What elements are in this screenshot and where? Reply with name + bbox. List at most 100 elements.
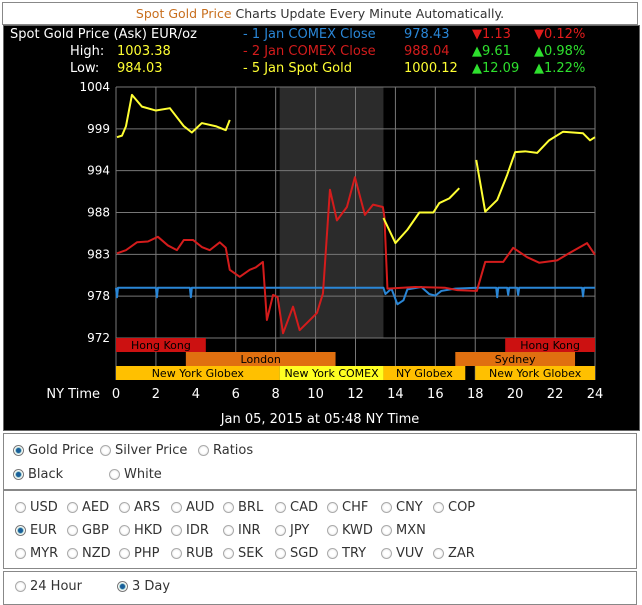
radio-label: CAD [290,500,318,515]
radio-button[interactable] [109,469,120,480]
legend-label: - 1 Jan COMEX Close [243,27,376,42]
currency-option-try[interactable]: TRY [327,546,366,561]
radio-button[interactable] [67,502,78,513]
y-tick-label: 999 [87,122,110,136]
radio-label: INR [238,523,261,538]
high-value: 1003.38 [117,44,171,59]
x-tick-label: 8 [272,387,280,402]
radio-button[interactable] [15,502,26,513]
radio-label: SEK [238,546,263,561]
legend-change: ▲12.09 [472,61,520,76]
currency-option-ars[interactable]: ARS [119,500,160,515]
currency-option-idr[interactable]: IDR [171,523,209,538]
radio-button[interactable] [67,548,78,559]
radio-button[interactable] [327,502,338,513]
radio-button[interactable] [119,548,130,559]
radio-button[interactable] [327,548,338,559]
radio-label: Silver Price [115,443,188,458]
radio-label: USD [30,500,58,515]
radio-button[interactable] [117,581,128,592]
range-option[interactable]: 3 Day [117,579,170,594]
radio-button[interactable] [433,548,444,559]
x-axis-label: NY Time [46,387,100,402]
radio-button[interactable] [275,502,286,513]
currency-option-aed[interactable]: AED [67,500,109,515]
session-label: New York Globex [152,367,245,380]
radio-label: GBP [82,523,109,538]
radio-button[interactable] [13,469,24,480]
currency-option-mxn[interactable]: MXN [381,523,426,538]
currency-option-nzd[interactable]: NZD [67,546,111,561]
currency-option-cny[interactable]: CNY [381,500,423,515]
radio-button[interactable] [381,502,392,513]
currency-option-brl[interactable]: BRL [223,500,263,515]
currency-option-gbp[interactable]: GBP [67,523,109,538]
radio-label: 24 Hour [30,579,82,594]
currency-option-rub[interactable]: RUB [171,546,213,561]
currency-option-php[interactable]: PHP [119,546,159,561]
currency-option-eur[interactable]: EUR [15,523,57,538]
currency-option-zar[interactable]: ZAR [433,546,475,561]
radio-button[interactable] [381,548,392,559]
currency-option-cad[interactable]: CAD [275,500,318,515]
currency-option-vuv[interactable]: VUV [381,546,423,561]
session-bar [475,366,595,380]
currency-option-cop[interactable]: COP [433,500,475,515]
radio-button[interactable] [67,525,78,536]
metal-option[interactable]: Gold Price [13,443,94,458]
radio-button[interactable] [327,525,338,536]
currency-option-aud[interactable]: AUD [171,500,214,515]
radio-button[interactable] [171,525,182,536]
spot-gold-price-link[interactable]: Spot Gold Price [135,6,232,21]
radio-button[interactable] [119,502,130,513]
metal-option[interactable]: Ratios [198,443,253,458]
currency-option-inr[interactable]: INR [223,523,261,538]
radio-button[interactable] [275,548,286,559]
radio-button[interactable] [198,445,209,456]
range-panel: 24 Hour 3 Day [3,571,637,605]
y-tick-label: 983 [87,247,110,261]
radio-button[interactable] [15,548,26,559]
range-option[interactable]: 24 Hour [15,579,82,594]
theme-option[interactable]: White [109,467,162,482]
radio-label: IDR [186,523,209,538]
x-tick-label: 24 [587,387,604,402]
currency-option-hkd[interactable]: HKD [119,523,162,538]
currency-option-jpy[interactable]: JPY [275,523,309,538]
radio-button[interactable] [13,445,24,456]
radio-button[interactable] [381,525,392,536]
radio-label: AUD [186,500,215,515]
metal-theme-panel: Gold Price Silver Price Ratios Black White [3,433,637,490]
radio-button[interactable] [171,548,182,559]
radio-button[interactable] [223,525,234,536]
radio-button[interactable] [119,525,130,536]
session-bar [116,366,280,380]
currency-panel: USD AED ARS AUD BRL CAD CHF CNY COP EUR GBP HKD IDR I… [3,490,637,569]
currency-option-sek[interactable]: SEK [223,546,263,561]
currency-option-usd[interactable]: USD [15,500,58,515]
session-bar [383,366,466,380]
radio-label: EUR [30,523,57,538]
radio-button[interactable] [15,581,26,592]
page-header: Spot Gold Price Charts Update Every Minu… [2,2,638,25]
metal-option[interactable]: Silver Price [100,443,187,458]
radio-button[interactable] [223,548,234,559]
radio-button[interactable] [15,525,26,536]
currency-option-myr[interactable]: MYR [15,546,58,561]
currency-option-sgd[interactable]: SGD [275,546,318,561]
currency-option-chf[interactable]: CHF [327,500,368,515]
radio-label: RUB [186,546,214,561]
radio-label: BRL [238,500,264,515]
legend-price: 1000.12 [404,61,458,76]
radio-button[interactable] [223,502,234,513]
radio-label: White [124,467,162,482]
radio-button[interactable] [100,445,111,456]
currency-option-kwd[interactable]: KWD [327,523,373,538]
radio-button[interactable] [275,525,286,536]
x-tick-label: 0 [112,387,120,402]
radio-button[interactable] [433,502,444,513]
session-label: NY Globex [396,367,453,380]
theme-option[interactable]: Black [13,467,63,482]
radio-button[interactable] [171,502,182,513]
session-label: New York Globex [489,367,582,380]
